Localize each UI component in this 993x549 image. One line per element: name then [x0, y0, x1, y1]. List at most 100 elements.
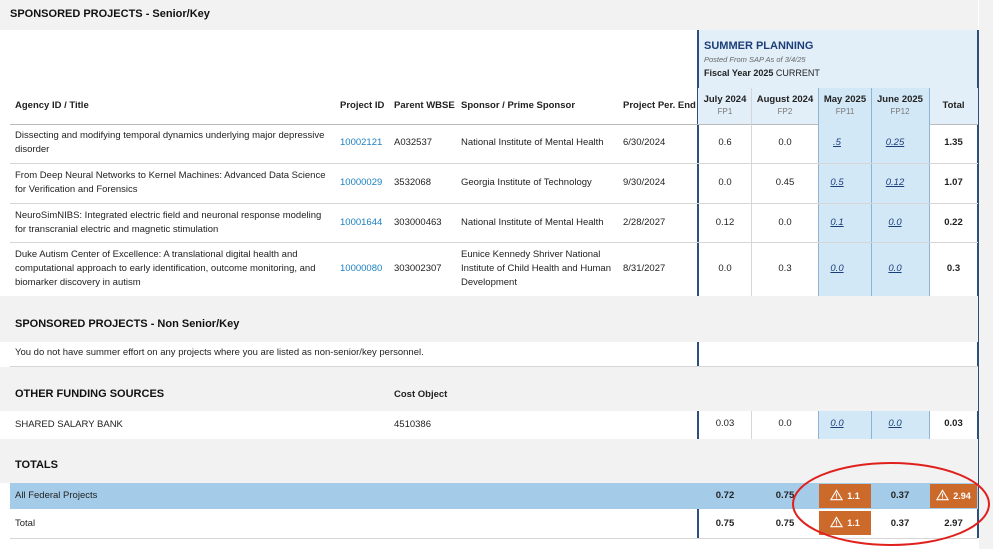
summer-panel-right-border — [977, 30, 979, 538]
warning-value: 2.94 — [953, 491, 971, 501]
parent-wbse: A032537 — [394, 137, 433, 148]
effort-july: 0.12 — [715, 217, 735, 228]
col-sub-may: FP11 — [835, 107, 855, 116]
col-header-total: Total — [942, 100, 965, 111]
sponsor: Georgia Institute of Technology — [461, 177, 592, 188]
effort-june-input[interactable]: 0.25 — [885, 137, 905, 148]
project-title-line: biomarker discovery in autism — [15, 277, 141, 288]
totals-total-august: 0.75 — [775, 518, 795, 529]
project-title-line: NeuroSimNIBS: Integrated electric field … — [15, 210, 322, 221]
period-end: 2/28/2027 — [623, 217, 666, 228]
effort-june-input[interactable]: 0.0 — [888, 263, 902, 274]
sponsor-line: Eunice Kennedy Shriver National — [461, 249, 601, 260]
effort-june-input[interactable]: 0.12 — [885, 177, 905, 188]
totals-federal-label: All Federal Projects — [15, 490, 98, 501]
col-sub-june: FP12 — [890, 107, 910, 116]
effort-may-input[interactable]: 0.0 — [830, 263, 844, 274]
effort-august: 0.45 — [775, 177, 795, 188]
col-header-period-end: Project Per. End — [623, 100, 696, 111]
summer-planning-panel — [698, 30, 978, 88]
senior-section-bar — [0, 0, 978, 30]
effort-may-input[interactable]: 0.0 — [830, 418, 844, 429]
col-divider-4 — [929, 411, 930, 439]
other-section-title: OTHER FUNDING SOURCES — [15, 388, 165, 400]
row-divider — [10, 366, 978, 367]
effort-july: 0.0 — [718, 263, 732, 274]
project-title-line: computational approach to early identifi… — [15, 263, 316, 274]
effort-total: 0.03 — [944, 418, 963, 429]
parent-wbse: 303000463 — [394, 217, 442, 228]
warning-value: 1.1 — [847, 518, 860, 528]
effort-july: 0.0 — [718, 177, 732, 188]
effort-total: 0.3 — [946, 263, 961, 274]
editable-column-may — [819, 124, 871, 296]
senior-section-title: SPONSORED PROJECTS - Senior/Key — [10, 8, 210, 20]
col-divider-3 — [871, 411, 872, 439]
col-sub-august: FP2 — [777, 107, 793, 116]
cost-object: 4510386 — [394, 419, 431, 430]
col-divider-1 — [751, 411, 752, 439]
effort-june-input[interactable]: 0.0 — [888, 217, 902, 228]
parent-wbse: 3532068 — [394, 177, 431, 188]
summer-posted-note: Posted From SAP As of 3/4/25 — [704, 55, 806, 64]
project-title-line: for Verification and Forensics — [15, 184, 138, 195]
nonsenior-message: You do not have summer effort on any pro… — [15, 347, 424, 358]
col-divider-3 — [871, 88, 872, 296]
effort-august: 0.0 — [778, 217, 792, 228]
effort-july: 0.6 — [718, 137, 732, 148]
editable-column-june — [871, 411, 929, 439]
effort-may-input[interactable]: 0.1 — [830, 217, 844, 228]
totals-total-july: 0.75 — [715, 518, 735, 529]
col-divider-2 — [818, 88, 819, 296]
effort-may-input[interactable]: 0.5 — [830, 177, 844, 188]
project-title-line: Dissecting and modifying temporal dynami… — [15, 130, 325, 141]
col-header-june: June 2025 — [877, 94, 923, 105]
effort-august: 0.0 — [778, 137, 792, 148]
editable-column-may — [819, 411, 871, 439]
totals-section-bar — [0, 439, 978, 483]
other-section-bar — [0, 367, 978, 411]
col-header-july: July 2024 — [703, 94, 747, 105]
col-header-cost-object: Cost Object — [394, 389, 448, 400]
totals-total-label: Total — [15, 518, 36, 529]
col-header-parent-wbse: Parent WBSE — [394, 100, 455, 111]
project-title-line: From Deep Neural Networks to Kernel Mach… — [15, 170, 326, 181]
right-gutter — [979, 0, 993, 549]
effort-june-input[interactable]: 0.0 — [888, 418, 902, 429]
col-header-agency: Agency ID / Title — [15, 100, 89, 111]
col-header-project-id: Project ID — [340, 100, 385, 111]
project-id-link[interactable]: 10001644 — [340, 217, 383, 228]
project-id-link[interactable]: 10000080 — [340, 263, 383, 274]
period-end: 9/30/2024 — [623, 177, 666, 188]
effort-total: 0.22 — [944, 217, 963, 228]
warning-triangle-icon — [830, 516, 844, 530]
effort-may-input[interactable]: .5 — [833, 137, 841, 148]
totals-federal-total-warning[interactable]: 2.94 — [930, 484, 977, 508]
summer-panel-left-border — [697, 30, 699, 538]
totals-federal-august: 0.75 — [775, 490, 795, 501]
editable-column-may-header — [819, 88, 871, 124]
sponsor: National Institute of Mental Health — [461, 217, 604, 228]
fiscal-status: CURRENT — [775, 68, 820, 78]
totals-total-june: 0.37 — [890, 518, 910, 529]
effort-total: 1.07 — [944, 177, 963, 188]
col-divider-4 — [929, 88, 930, 296]
effort-august: 0.3 — [778, 263, 792, 274]
project-title-line: for transcranial electric and magnetic s… — [15, 224, 219, 235]
sponsor: National Institute of Mental Health — [461, 137, 604, 148]
summer-planning-title: SUMMER PLANNING — [704, 40, 814, 52]
table-bottom-line — [10, 538, 978, 539]
totals-federal-may-warning[interactable]: 1.1 — [819, 484, 871, 508]
parent-wbse: 303002307 — [394, 263, 442, 274]
project-id-link[interactable]: 10000029 — [340, 177, 383, 188]
row-divider — [10, 242, 978, 243]
totals-total-total: 2.97 — [944, 518, 963, 529]
warning-triangle-icon — [830, 489, 844, 503]
totals-section-title: TOTALS — [15, 459, 58, 471]
totals-total-may-warning[interactable]: 1.1 — [819, 511, 871, 535]
warning-value: 1.1 — [847, 491, 860, 501]
totals-federal-july: 0.72 — [715, 490, 735, 501]
project-id-link[interactable]: 10002121 — [340, 137, 383, 148]
fiscal-year: Fiscal Year 2025 — [704, 68, 774, 78]
row-divider — [10, 163, 978, 164]
